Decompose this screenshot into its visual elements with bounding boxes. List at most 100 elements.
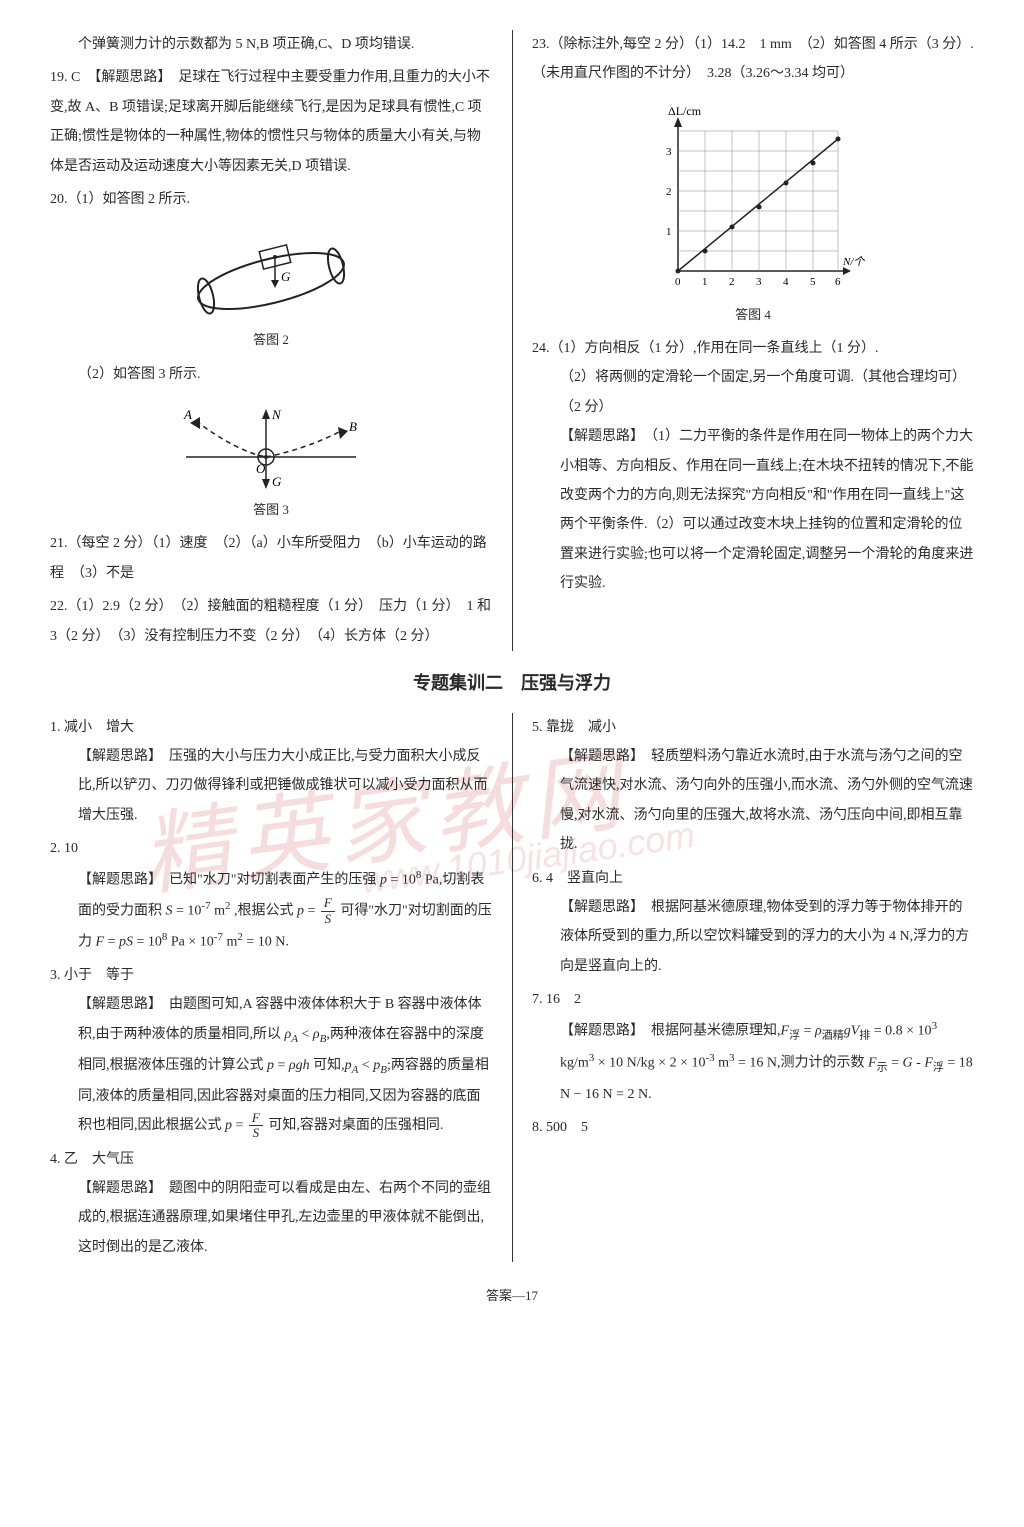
fig2-caption: 答图 2 [50, 326, 492, 353]
t: ρgh [289, 1058, 310, 1073]
t: < [358, 1058, 373, 1073]
q18-tail: 个弹簧测力计的示数都为 5 N,B 项正确,C、D 项均错误. [50, 30, 492, 59]
t: m [223, 935, 237, 950]
t: S [249, 1126, 263, 1140]
t: = [800, 1023, 815, 1038]
s2-q6a: 6. 4 竖直向上 [532, 864, 974, 893]
t: F [781, 1023, 790, 1038]
s2-q3: 3. 小于 等于 【解题思路】 由题图可知,A 容器中液体体积大于 B 容器中液… [50, 961, 492, 1141]
t: - [913, 1056, 925, 1071]
svg-text:ΔL/cm: ΔL/cm [668, 104, 702, 118]
svg-text:2: 2 [729, 276, 735, 288]
t: 浮 [789, 1029, 800, 1041]
t: ρ [815, 1023, 822, 1038]
q19-text: 19. C 【解题思路】 足球在飞行过程中主要受重力作用,且重力的大小不变,故 … [50, 63, 492, 181]
svg-text:1: 1 [702, 276, 708, 288]
t: ,根据公式 [230, 903, 297, 918]
s2-q1: 1. 减小 增大 【解题思路】 压强的大小与压力大小成正比,与受力面积大小成反比… [50, 713, 492, 831]
t: F [924, 1056, 933, 1071]
t: F [868, 1056, 877, 1071]
t: B [380, 1063, 387, 1075]
section1-columns: 个弹簧测力计的示数都为 5 N,B 项正确,C、D 项均错误. 19. C 【解… [50, 30, 974, 651]
t: 可知, [310, 1058, 345, 1073]
q21-text: 21.（每空 2 分）（1）速度 （2）（a）小车所受阻力 （b）小车运动的路程… [50, 529, 492, 588]
q23: 23.（除标注外,每空 2 分）（1）14.2 1 mm （2）如答图 4 所示… [532, 30, 974, 328]
t: 【解题思路】 根据阿基米德原理知, [560, 1023, 781, 1038]
t: 【解题思路】 已知"水刀"对切割表面产生的压强 [78, 872, 380, 887]
t: = 10 [387, 872, 416, 887]
s2-q4a: 4. 乙 大气压 [50, 1145, 492, 1174]
q18-text: 个弹簧测力计的示数都为 5 N,B 项正确,C、D 项均错误. [50, 30, 492, 59]
t: F [249, 1111, 263, 1126]
q20a-text: 20.（1）如答图 2 所示. [50, 185, 492, 214]
t: < [298, 1027, 313, 1042]
t: = 16 N,测力计的示数 [735, 1056, 869, 1071]
svg-text:6: 6 [835, 276, 841, 288]
s2-q8: 8. 500 5 [532, 1113, 974, 1142]
t: G [903, 1056, 913, 1071]
q24a-text: 24.（1）方向相反（1 分）,作用在同一条直线上（1 分）. [532, 334, 974, 363]
q20b-text: （2）如答图 3 所示. [50, 360, 492, 389]
s2-q4: 4. 乙 大气压 【解题思路】 题图中的阴阳壶可以看成是由左、右两个不同的壶组成… [50, 1145, 492, 1263]
t: S [321, 912, 335, 926]
s2-q8a: 8. 500 5 [532, 1113, 974, 1142]
t: = 10 N. [243, 935, 289, 950]
t: = [888, 1056, 903, 1071]
t: -7 [201, 900, 210, 912]
t: = 0.8 × 10 [870, 1023, 931, 1038]
svg-text:1: 1 [666, 226, 672, 238]
s2-q7a: 7. 16 2 [532, 985, 974, 1014]
q19: 19. C 【解题思路】 足球在飞行过程中主要受重力作用,且重力的大小不变,故 … [50, 63, 492, 181]
t: F [321, 896, 335, 911]
t: m [211, 903, 225, 918]
t: 3 [932, 1020, 938, 1032]
svg-text:A: A [183, 407, 192, 422]
svg-text:3: 3 [666, 146, 672, 158]
q22: 22.（1）2.9（2 分） （2）接触面的粗糙程度（1 分） 压力（1 分） … [50, 592, 492, 651]
q21: 21.（每空 2 分）（1）速度 （2）（a）小车所受阻力 （b）小车运动的路程… [50, 529, 492, 588]
svg-text:N: N [271, 407, 282, 422]
s2-q3b: 【解题思路】 由题图可知,A 容器中液体体积大于 B 容器中液体体积,由于两种液… [50, 990, 492, 1140]
s2-q5: 5. 靠拢 减小 【解题思路】 轻质塑料汤勺靠近水流时,由于水流与汤勺之间的空气… [532, 713, 974, 860]
t: 排 [859, 1029, 870, 1041]
t: 可知,容器对桌面的压强相同. [265, 1118, 444, 1133]
t: -7 [214, 931, 223, 943]
svg-text:G: G [281, 269, 291, 284]
t: p [225, 1118, 232, 1133]
q22-text: 22.（1）2.9（2 分） （2）接触面的粗糙程度（1 分） 压力（1 分） … [50, 592, 492, 651]
t: Pa × 10 [167, 935, 213, 950]
t: 示 [877, 1062, 888, 1074]
s2-q5b: 【解题思路】 轻质塑料汤勺靠近水流时,由于水流与汤勺之间的空气流速快,对水流、汤… [532, 742, 974, 860]
t: = [232, 1118, 247, 1133]
s2-q3a: 3. 小于 等于 [50, 961, 492, 990]
t: p [297, 903, 304, 918]
svg-text:0: 0 [675, 276, 681, 288]
fig3-caption: 答图 3 [50, 496, 492, 523]
figure-3: A B O N G 答图 3 [50, 401, 492, 523]
svg-text:2: 2 [666, 186, 672, 198]
t: -3 [705, 1052, 714, 1064]
svg-text:G: G [272, 474, 282, 489]
t: = 10 [133, 935, 162, 950]
q24c-text: 【解题思路】 （1）二力平衡的条件是作用在同一物体上的两个力大小相等、方向相反、… [532, 422, 974, 598]
q20b: （2）如答图 3 所示. A B O N G 答图 3 [50, 360, 492, 524]
t: 浮 [933, 1062, 944, 1074]
s2-q5a: 5. 靠拢 减小 [532, 713, 974, 742]
fig4-caption: 答图 4 [532, 301, 974, 328]
t: = [104, 935, 119, 950]
t: S [166, 903, 173, 918]
s2-q2: 2. 10 【解题思路】 已知"水刀"对切割表面产生的压强 p = 108 Pa… [50, 834, 492, 957]
figure-4: ΔL/cm [532, 101, 974, 328]
svg-text:4: 4 [783, 276, 789, 288]
q24: 24.（1）方向相反（1 分）,作用在同一条直线上（1 分）. （2）将两侧的定… [532, 334, 974, 599]
svg-text:B: B [349, 419, 357, 434]
s2-q6b: 【解题思路】 根据阿基米德原理,物体受到的浮力等于物体排开的液体所受到的重力,所… [532, 893, 974, 981]
svg-text:3: 3 [756, 276, 762, 288]
t: × 10 N/kg × 2 × 10 [594, 1056, 705, 1071]
t: kg/m [560, 1056, 589, 1071]
t: m [715, 1056, 729, 1071]
svg-text:N/个: N/个 [842, 255, 865, 268]
t: p [345, 1058, 352, 1073]
fraction: FS [249, 1111, 263, 1141]
t: = [274, 1058, 289, 1073]
